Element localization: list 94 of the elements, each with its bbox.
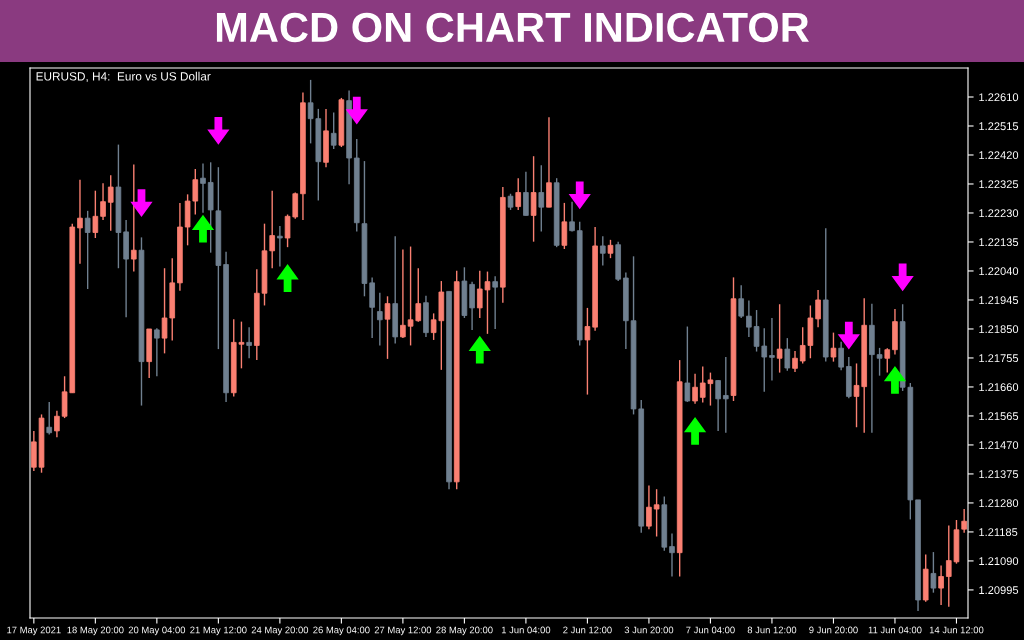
point (683, 417, 707, 445)
y-tick-label: 1.21470 (979, 441, 1019, 450)
candlestick (599, 235, 606, 267)
candlestick (746, 299, 752, 338)
candlestick (784, 337, 791, 372)
candlestick (469, 280, 475, 331)
y-tick-label: 1.21755 (979, 354, 1019, 363)
y-tick-label: 1.21280 (979, 499, 1019, 508)
x-tick-label: 3 Jun 20:00 (624, 626, 674, 634)
x-tick-label: 20 May 04:00 (128, 626, 186, 636)
y-tick-label: 1.21090 (979, 557, 1019, 566)
point (130, 189, 153, 218)
candlestick (377, 291, 383, 347)
x-tick-label: 1 Jun 04:00 (501, 626, 551, 634)
candlestick (200, 162, 206, 214)
candlestick (330, 111, 337, 150)
candlestick (492, 275, 498, 330)
y-tick-label: 1.21945 (979, 296, 1019, 305)
y-tick-label: 1.21185 (979, 528, 1018, 537)
point (891, 263, 914, 292)
candlestick (77, 179, 83, 265)
candlestick (876, 347, 883, 377)
y-tick-label: 1.22230 (979, 209, 1019, 218)
candlestick (246, 326, 252, 359)
candlestick (692, 373, 698, 405)
x-tick-label: 18 May 20:00 (67, 626, 124, 636)
y-tick-label: 1.22610 (979, 93, 1019, 102)
candlestick (776, 303, 783, 374)
candlestick (569, 200, 575, 233)
point (276, 264, 299, 292)
y-tick-label: 1.22135 (979, 238, 1019, 247)
candlestick (523, 171, 529, 217)
x-tick-label: 27 May 12:00 (374, 626, 432, 636)
candlestick (92, 190, 99, 239)
x-tick-label: 26 May 04:00 (313, 626, 370, 636)
y-tick-label: 1.22325 (979, 180, 1019, 189)
candlestick (838, 341, 844, 371)
point (345, 96, 368, 125)
candlestick (607, 239, 614, 259)
candlestick (84, 210, 91, 290)
x-tick-label: 17 May 2021 (7, 626, 61, 636)
candlestick (769, 317, 775, 382)
point (883, 366, 907, 394)
y-tick-label: 1.21565 (979, 412, 1019, 421)
candlestick (684, 325, 691, 403)
candlestick (130, 163, 137, 273)
candlestick (538, 164, 545, 233)
candlestick (653, 488, 660, 538)
y-tick-label: 1.20995 (979, 586, 1019, 595)
x-tick-label: 21 May 12:00 (190, 626, 247, 636)
chart-title: MACD ON CHART INDICATOR (216, 12, 809, 43)
y-tick-label: 1.21850 (979, 325, 1019, 334)
point (568, 181, 591, 210)
candlestick (561, 202, 568, 250)
candlestick (584, 307, 591, 396)
x-tick-label: 9 Jun 20:00 (809, 626, 858, 634)
candlestick (930, 551, 937, 594)
candlestick (669, 532, 675, 578)
point (837, 321, 860, 350)
candlestick (815, 289, 821, 328)
x-tick-label: 14 Jun 12:00 (929, 626, 984, 634)
candlestick (384, 295, 391, 360)
candlestick (530, 155, 537, 243)
y-tick-label: 1.22040 (979, 267, 1019, 276)
candlestick (738, 284, 744, 319)
candlestick (100, 182, 106, 221)
x-tick-label: 28 May 20:00 (436, 626, 493, 636)
candlestick (646, 484, 652, 530)
candlestick (792, 350, 798, 373)
candlestick (54, 410, 60, 439)
candlestick (715, 379, 721, 432)
point (207, 116, 230, 145)
candlestick (884, 347, 891, 374)
y-tick-label: 1.22515 (979, 122, 1019, 131)
x-tick-label: 8 Jun 12:00 (747, 626, 797, 634)
candlestick (515, 177, 522, 211)
chart-subtitle: EURUSD, H4: Euro vs US Dollar (36, 71, 211, 82)
x-tick-label: 11 Jun 04:00 (868, 626, 922, 634)
candlestick (830, 331, 837, 363)
candlestick (723, 356, 729, 434)
point (191, 214, 215, 243)
x-tick-label: 2 Jun 12:00 (563, 626, 612, 634)
candlestick (938, 564, 944, 606)
candlestick (154, 327, 160, 377)
x-tick-label: 24 May 20:00 (251, 626, 309, 636)
candlestick (400, 248, 406, 339)
y-tick-label: 1.21660 (979, 383, 1019, 392)
candlestick (277, 225, 283, 268)
candlestick (107, 174, 114, 232)
x-tick-label: 7 Jun 04:00 (686, 626, 735, 634)
y-tick-label: 1.21375 (979, 470, 1019, 479)
point (468, 335, 491, 364)
candlestick (46, 401, 53, 436)
y-tick-label: 1.22420 (979, 151, 1019, 160)
